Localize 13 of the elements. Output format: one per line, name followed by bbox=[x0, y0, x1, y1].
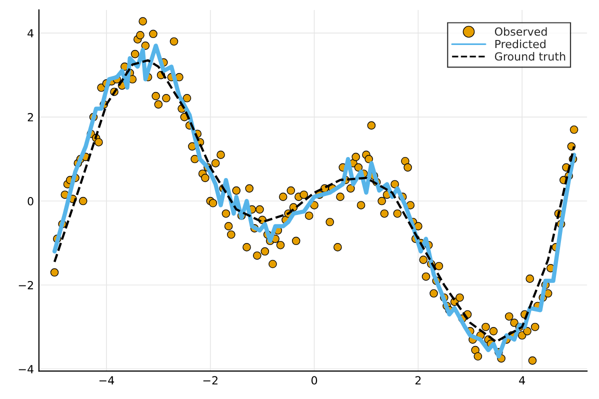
legend-label: Ground truth bbox=[494, 52, 566, 61]
legend-label: Predicted bbox=[495, 40, 546, 48]
x-tick-label: 2 bbox=[415, 376, 421, 384]
x-tick-label: 0 bbox=[311, 376, 318, 385]
y-tick-label: 4 bbox=[28, 29, 34, 38]
x-tick-label: −2 bbox=[203, 376, 218, 384]
legend-label: Observed bbox=[494, 27, 547, 36]
y-tick-label: −2 bbox=[18, 280, 33, 290]
x-tick-label: −4 bbox=[99, 376, 114, 384]
x-tick-label: 4 bbox=[519, 376, 525, 384]
y-tick-label: 0 bbox=[28, 196, 34, 206]
y-tick-label: 2 bbox=[28, 113, 33, 122]
y-tick-label: −4 bbox=[18, 365, 34, 374]
